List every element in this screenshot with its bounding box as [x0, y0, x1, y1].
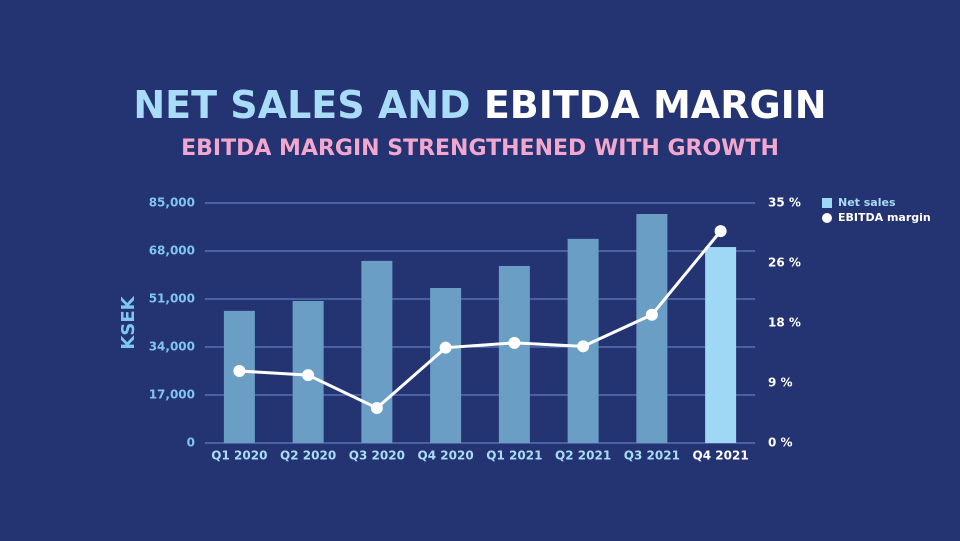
bar [498, 265, 530, 443]
line-point [439, 341, 452, 354]
title-highlight: EBITDA MARGIN [484, 83, 827, 127]
chart-title: NET SALES AND EBITDA MARGIN [133, 83, 826, 127]
legend-label: EBITDA margin [838, 211, 931, 224]
line-point [645, 308, 658, 321]
legend-swatch [822, 213, 832, 223]
x-tick-label: Q3 2020 [349, 449, 405, 463]
bar [705, 247, 737, 443]
x-tick-label: Q1 2020 [211, 449, 267, 463]
x-tick-label: Q4 2021 [693, 449, 749, 463]
y2-tick-label: 0 % [768, 436, 793, 450]
x-tick-label: Q3 2021 [624, 449, 680, 463]
chart-subtitle: EBITDA MARGIN STRENGTHENED WITH GROWTH [181, 136, 779, 161]
y2-tick-label: 18 % [768, 316, 801, 330]
y-tick-label: 17,000 [149, 388, 195, 402]
x-tick-label: Q4 2020 [418, 449, 474, 463]
y-tick-label: 0 [187, 436, 195, 450]
y-tick-label: 68,000 [149, 244, 195, 258]
x-tick-label: Q2 2020 [280, 449, 336, 463]
y2-tick-label: 26 % [768, 256, 801, 270]
x-tick-label: Q1 2021 [486, 449, 542, 463]
y-axis-label: KSEK [118, 295, 139, 349]
legend-swatch [822, 198, 832, 208]
x-tick-label: Q2 2021 [555, 449, 611, 463]
bar [361, 260, 393, 443]
line-point [302, 369, 315, 382]
line-point [233, 365, 246, 377]
y2-tick-label: 35 % [768, 196, 801, 210]
y-tick-label: 51,000 [149, 292, 195, 306]
line-point [714, 225, 727, 238]
line-point [508, 336, 521, 349]
bar [430, 287, 462, 443]
line [239, 230, 722, 410]
y-tick-label: 34,000 [149, 340, 195, 354]
y2-tick-label: 9 % [768, 376, 793, 390]
line-point [370, 402, 383, 415]
bar [636, 214, 668, 443]
legend-label: Net sales [838, 196, 896, 209]
y-tick-label: 85,000 [149, 196, 195, 210]
title-part: NET SALES AND [133, 83, 470, 127]
line-point [577, 340, 590, 353]
